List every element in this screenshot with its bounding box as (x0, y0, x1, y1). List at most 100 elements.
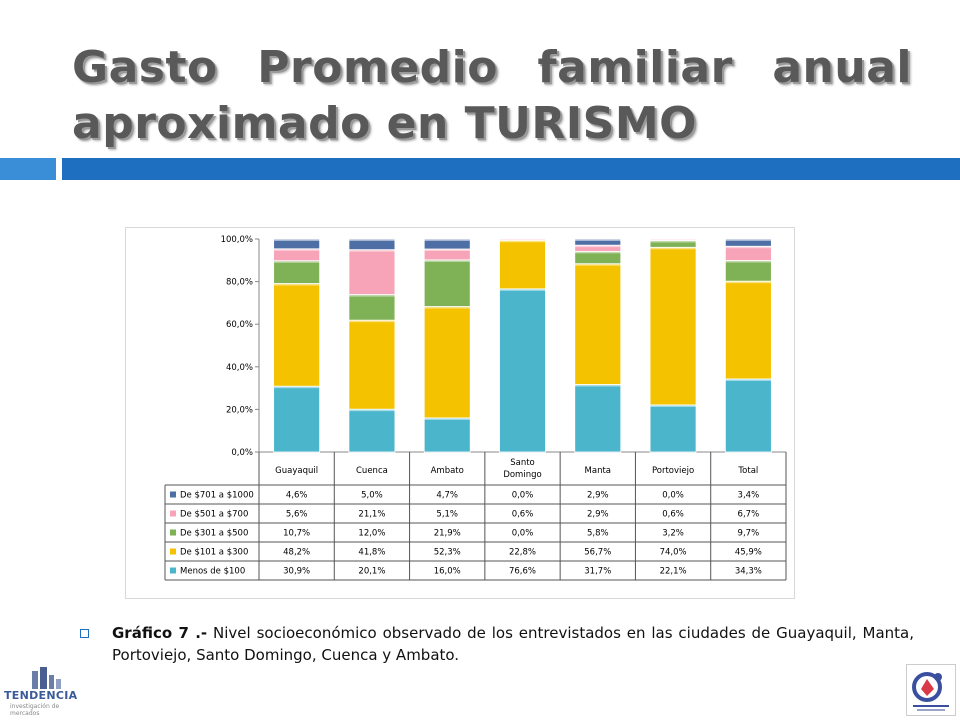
bar-highlight (725, 260, 772, 263)
bar-highlight (650, 404, 697, 407)
data-table-value: 22,1% (660, 567, 687, 577)
title-word: Gasto (72, 42, 218, 93)
x-tick-label: Ambato (431, 466, 464, 476)
legend-swatch (170, 491, 176, 498)
bar-highlight (424, 417, 471, 420)
legend-label: De $501 a $700 (180, 510, 248, 520)
bar-segment (423, 259, 471, 307)
y-tick-label: 60,0% (226, 320, 253, 330)
bullet-icon (80, 629, 89, 638)
legend-swatch (170, 567, 176, 574)
bar-segment (724, 260, 772, 282)
bar-highlight (725, 378, 772, 381)
bar-highlight (650, 240, 697, 243)
bar-segment (348, 294, 396, 321)
bar-highlight (424, 249, 471, 252)
tourism-logo (906, 664, 956, 716)
title-line-1: Gasto Promedio familiar anual (72, 40, 912, 96)
bar-segment (499, 239, 546, 290)
title-word: Promedio (257, 42, 498, 93)
logo-subtext: investigación de mercados (10, 703, 60, 717)
bar-segment (273, 283, 321, 387)
data-table-value: 31,7% (584, 567, 611, 577)
x-tick-label: Domingo (503, 470, 541, 480)
legend-label: De $101 a $300 (180, 548, 248, 558)
bar-segment (273, 385, 321, 453)
x-tick-label: Portoviejo (652, 466, 694, 476)
y-tick-label: 0,0% (231, 448, 253, 458)
bar-segment (649, 246, 697, 406)
data-table-value: 6,7% (738, 510, 760, 520)
caption-label: Gráfico 7 .- (112, 624, 208, 642)
bar-highlight (499, 240, 546, 243)
slide-title: Gasto Promedio familiar anual aproximado… (72, 40, 912, 152)
stacked-bar-chart: 0,0% 20,0% 40,0% 60,0% 80,0% 100,0% Guayaquil C… (164, 235, 787, 581)
bar-highlight (424, 306, 471, 309)
data-table-value: 0,0% (512, 529, 534, 539)
bar-segment (574, 263, 622, 385)
data-table-value: 2,9% (587, 510, 609, 520)
bar-highlight (348, 320, 395, 323)
y-tick-label: 40,0% (226, 363, 253, 373)
data-table-value: 74,0% (660, 548, 687, 558)
bar-segment (649, 404, 697, 453)
data-table-value: 45,9% (735, 548, 762, 558)
bar-segment (423, 417, 471, 453)
data-table-value: 22,8% (509, 548, 536, 558)
caption-text: Nivel socioeconómico observado de los en… (112, 624, 914, 664)
accent-bar-left (0, 158, 56, 180)
data-table-value: 30,9% (283, 567, 310, 577)
legend-swatch (170, 510, 176, 517)
legend-label: Menos de $100 (180, 567, 245, 577)
data-table-value: 10,7% (283, 529, 310, 539)
bar-segment (348, 319, 396, 410)
data-table-value: 2,9% (587, 491, 609, 501)
data-table-value: 3,4% (738, 491, 760, 501)
y-tick-label: 80,0% (226, 278, 253, 288)
bar-highlight (499, 288, 546, 291)
bar-highlight (348, 409, 395, 412)
legend-label: De $701 a $1000 (180, 491, 254, 501)
bar-highlight (574, 263, 621, 266)
bar-highlight (273, 283, 320, 286)
data-table-value: 0,0% (662, 491, 684, 501)
bar-highlight (574, 251, 621, 254)
x-tick-label: Santo (510, 458, 535, 468)
data-table-value: 21,9% (434, 529, 461, 539)
bar-highlight (424, 239, 471, 241)
y-tick-label: 100,0% (221, 235, 253, 245)
bar-highlight (348, 249, 395, 252)
x-tick-label: Manta (585, 466, 611, 476)
data-table-value: 12,0% (358, 529, 385, 539)
bar-segment (724, 245, 772, 261)
data-table-value: 21,1% (358, 510, 385, 520)
x-tick-label: Cuenca (356, 466, 388, 476)
data-table-value: 16,0% (434, 567, 461, 577)
bar-segment (273, 260, 321, 284)
title-line-2: aproximado en TURISMO (72, 98, 698, 149)
bar-highlight (273, 260, 320, 263)
chart-caption: Gráfico 7 .- Nivel socioeconómico observ… (112, 622, 914, 666)
bar-highlight (348, 294, 395, 297)
bar-highlight (574, 239, 621, 241)
bar-highlight (424, 259, 471, 262)
y-tick-label: 20,0% (226, 405, 253, 415)
bar-highlight (725, 239, 772, 241)
bar-highlight (499, 239, 546, 241)
data-table-value: 4,6% (286, 491, 308, 501)
data-table-value: 0,6% (662, 510, 684, 520)
data-table-value: 0,6% (512, 510, 534, 520)
data-table-value: 41,8% (358, 548, 385, 558)
bar-highlight (348, 239, 395, 241)
bar-segment (574, 384, 622, 453)
bar-segment (348, 408, 396, 453)
bar-segment (724, 378, 772, 453)
bar-highlight (725, 246, 772, 249)
legend-swatch (170, 548, 176, 555)
data-table-value: 20,1% (358, 567, 385, 577)
legend-label: De $301 a $500 (180, 529, 248, 539)
bar-highlight (574, 384, 621, 387)
bar-highlight (574, 245, 621, 248)
bar-highlight (273, 239, 320, 241)
bar-segment (499, 288, 546, 453)
